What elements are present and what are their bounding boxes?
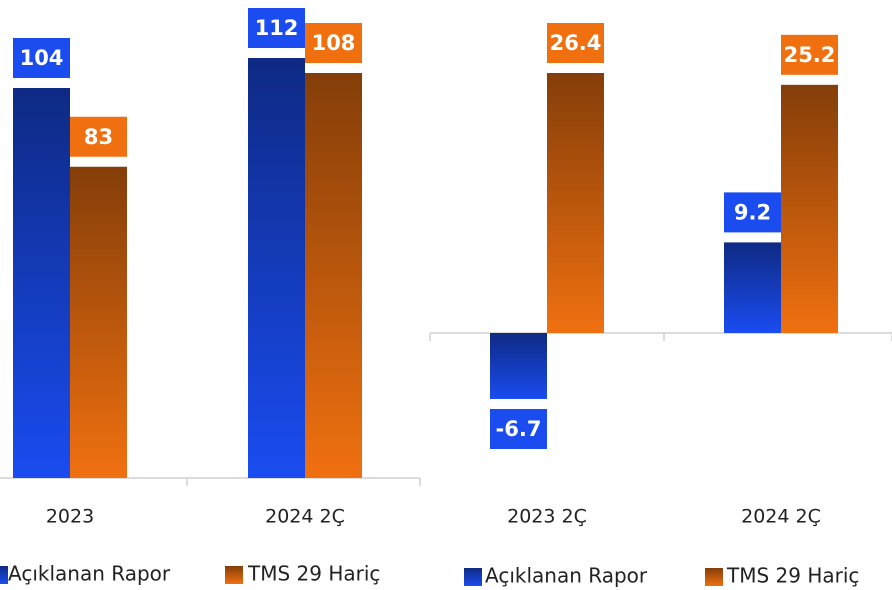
bar: [305, 73, 362, 478]
value-label: 9.2: [734, 200, 771, 224]
legend-label: Açıklanan Rapor: [8, 562, 171, 586]
bar: [70, 166, 127, 478]
value-label: 25.2: [784, 43, 836, 67]
x-tick-label: 2024 2Ç: [265, 506, 345, 528]
bar: [781, 84, 838, 334]
bar: [724, 242, 781, 333]
x-tick-label: 2024 2Ç: [741, 506, 821, 528]
legend-label: TMS 29 Hariç: [726, 564, 859, 588]
legend-marker: [225, 566, 243, 584]
value-label-box: [305, 23, 362, 63]
value-label-box: [70, 116, 127, 157]
value-label: -6.7: [496, 417, 542, 441]
value-label: 104: [20, 46, 64, 70]
legend-marker: [0, 566, 8, 584]
value-label: 108: [312, 31, 356, 55]
value-label-box: [781, 34, 838, 75]
legend-label: Açıklanan Rapor: [485, 564, 648, 588]
bar: [248, 58, 305, 478]
bar: [13, 88, 70, 478]
value-label-box: [13, 38, 70, 78]
x-tick-label: 2023 2Ç: [507, 506, 587, 528]
legend-marker: [464, 568, 482, 586]
bar: [547, 73, 604, 333]
legend-label: TMS 29 Hariç: [247, 562, 380, 586]
bar: [490, 333, 547, 399]
value-label: 83: [84, 125, 113, 149]
x-tick-label: 2023: [46, 506, 94, 528]
value-label: 112: [255, 16, 299, 40]
legend-marker: [705, 568, 723, 586]
value-label-box: [724, 192, 781, 233]
value-label: 26.4: [550, 31, 602, 55]
value-label-box: [490, 408, 547, 449]
value-label-box: [547, 23, 604, 63]
value-label-box: [248, 8, 305, 48]
